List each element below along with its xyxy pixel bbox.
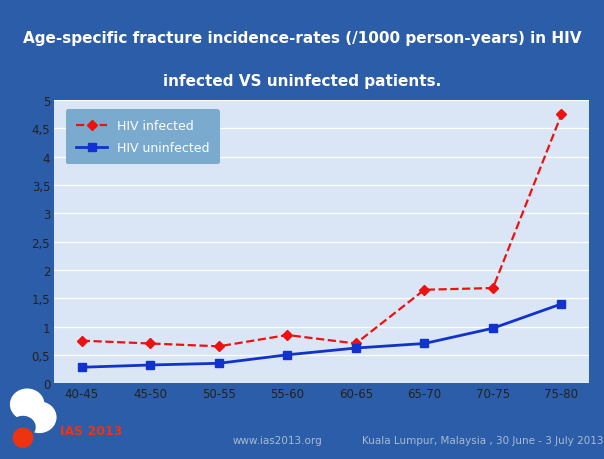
Ellipse shape [11,389,43,420]
Text: infected VS uninfected patients.: infected VS uninfected patients. [163,74,441,89]
Ellipse shape [23,402,56,432]
Text: Kuala Lumpur, Malaysia , 30 June - 3 July 2013: Kuala Lumpur, Malaysia , 30 June - 3 Jul… [362,435,604,445]
Ellipse shape [11,417,35,438]
Text: www.ias2013.org: www.ias2013.org [233,435,323,445]
Ellipse shape [13,428,33,447]
Text: IAS 2013: IAS 2013 [60,424,123,437]
Text: Age-specific fracture incidence-rates (/1000 person-years) in HIV: Age-specific fracture incidence-rates (/… [23,31,581,46]
Legend: HIV infected, HIV uninfected: HIV infected, HIV uninfected [66,110,220,165]
